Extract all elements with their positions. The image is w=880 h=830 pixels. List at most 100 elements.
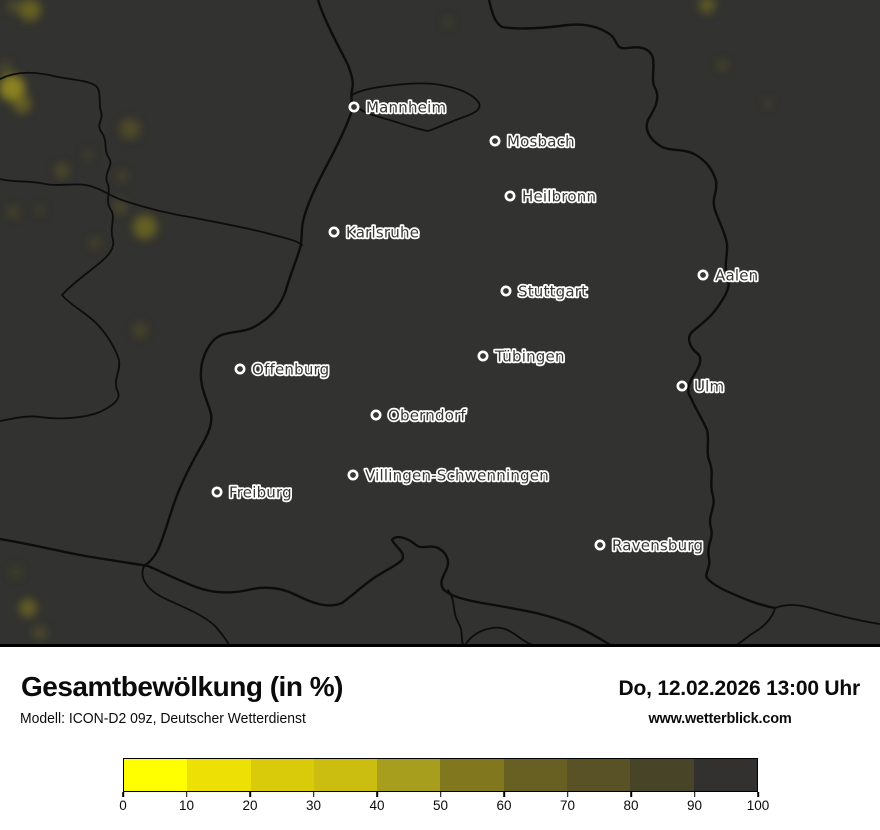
colorbar-tick-label: 80 — [623, 798, 639, 813]
cloud-thin-patch — [717, 60, 727, 70]
colorbar-segment — [630, 759, 694, 791]
cloud-thin-patch — [7, 206, 19, 218]
colorbar-tick-label: 90 — [686, 798, 703, 813]
city-dot-icon — [348, 101, 360, 113]
city-marker: Mannheim — [348, 97, 448, 118]
colorbar-tick — [122, 792, 124, 797]
city-marker: Aalen — [697, 265, 760, 286]
city-marker: Mosbach — [489, 131, 576, 152]
colorbar-tick — [249, 792, 251, 797]
city-dot-icon — [697, 269, 709, 281]
colorbar-tick-label: 70 — [559, 798, 576, 813]
colorbar-segment — [187, 759, 251, 791]
colorbar: 0 10 20 30 40 50 60 70 80 90 100 — [119, 758, 769, 816]
cloud-thin-patch — [443, 17, 453, 27]
border-path — [0, 181, 121, 422]
border-lines — [0, 0, 880, 647]
colorbar-tick — [376, 792, 378, 797]
city-dot-icon — [347, 469, 359, 481]
city-label: Mannheim — [366, 99, 446, 117]
city-label: Heilbronn — [522, 188, 596, 206]
cloud-thin-patch — [7, 0, 21, 13]
cloud-thin-patches — [0, 0, 772, 640]
city-dot-icon — [676, 380, 688, 392]
cloud-thin-patch — [35, 205, 45, 215]
colorbar-tick — [757, 792, 759, 797]
city-dot-icon — [504, 190, 516, 202]
border-path — [0, 535, 614, 647]
colorbar-segment — [124, 759, 188, 791]
colorbar-tick — [185, 792, 188, 797]
city-label: Villingen-Schwenningen — [365, 467, 549, 485]
map-canvas: Mannheim Mosbach Heilbronn Karlsruhe Stuttga… — [0, 0, 880, 647]
cloud-thin-patch — [699, 0, 715, 13]
map-footer: Gesamtbewölkung (in %) Do, 12.02.2026 13… — [0, 647, 880, 830]
cloud-thin-patch — [116, 170, 128, 182]
border-path — [141, 565, 231, 647]
cloud-thin-patch — [55, 164, 69, 178]
city-label: Offenburg — [252, 361, 329, 379]
city-marker: Ulm — [676, 376, 726, 397]
cloud-thin-patch — [0, 61, 12, 75]
cloud-thin-patch — [120, 119, 140, 139]
cloud-thin-patch — [0, 75, 25, 101]
cloud-thin-patch — [10, 566, 22, 578]
city-dot-icon — [370, 409, 382, 421]
city-marker: Karlsruhe — [328, 222, 421, 243]
cloud-thin-patch — [13, 95, 31, 113]
colorbar-tick-label: 10 — [178, 798, 195, 813]
colorbar-tick-label: 20 — [242, 798, 258, 813]
colorbar-segment — [503, 759, 568, 791]
city-label: Stuttgart — [518, 283, 587, 301]
border-path — [142, 0, 354, 568]
city-layer: Mannheim Mosbach Heilbronn Karlsruhe Stuttga… — [211, 97, 760, 556]
city-marker: Heilbronn — [504, 186, 598, 207]
cloud-thin-patch — [133, 215, 157, 239]
colorbar-segment — [313, 759, 378, 791]
colorbar-bar — [123, 758, 758, 792]
colorbar-tick — [630, 792, 632, 797]
city-label: Oberndorf — [388, 407, 466, 425]
cloud-thin-patch — [113, 200, 127, 214]
city-marker: Villingen-Schwenningen — [347, 465, 550, 486]
cloud-thin-patch — [19, 0, 41, 21]
city-marker: Offenburg — [234, 359, 331, 380]
border-path — [447, 589, 541, 647]
colorbar-tick — [503, 792, 505, 797]
cloud-thin-patch — [133, 323, 147, 337]
colorbar-tick-label: 60 — [496, 798, 512, 813]
border-path — [0, 178, 303, 246]
border-path — [351, 82, 481, 132]
colorbar-segment — [440, 759, 504, 791]
page-title: Gesamtbewölkung (in %) — [21, 671, 343, 702]
website-url: www.wetterblick.com — [648, 711, 792, 727]
model-info: Modell: ICON-D2 09z, Deutscher Wetterdie… — [20, 710, 306, 727]
colorbar-tick — [566, 792, 569, 797]
colorbar-ticks: 0 10 20 30 40 50 60 70 80 90 100 — [119, 792, 769, 816]
city-label: Ravensburg — [612, 537, 703, 555]
city-marker: Freiburg — [211, 482, 293, 503]
colorbar-tick-label: 0 — [119, 798, 127, 813]
city-label: Mosbach — [507, 133, 575, 151]
colorbar-tick-label: 100 — [746, 798, 770, 813]
city-marker: Oberndorf — [370, 405, 468, 426]
border-path — [733, 607, 776, 647]
city-dot-icon — [489, 135, 501, 147]
city-label: Freiburg — [229, 484, 292, 502]
city-dot-icon — [234, 363, 246, 375]
city-dot-icon — [328, 226, 340, 238]
cloud-thin-patch — [33, 626, 47, 640]
border-path — [487, 0, 777, 610]
colorbar-tick-label: 50 — [432, 798, 449, 813]
colorbar-tick — [439, 792, 442, 797]
colorbar-tick-label: 40 — [369, 798, 385, 813]
city-label: Aalen — [715, 267, 758, 285]
cloud-thin-patch — [19, 599, 37, 617]
colorbar-tick — [693, 792, 696, 797]
border-path — [0, 71, 112, 183]
cloud-thin-patch — [89, 237, 101, 249]
city-marker: Stuttgart — [500, 281, 589, 302]
colorbar-segment — [377, 759, 441, 791]
forecast-datetime: Do, 12.02.2026 13:00 Uhr — [618, 677, 860, 700]
